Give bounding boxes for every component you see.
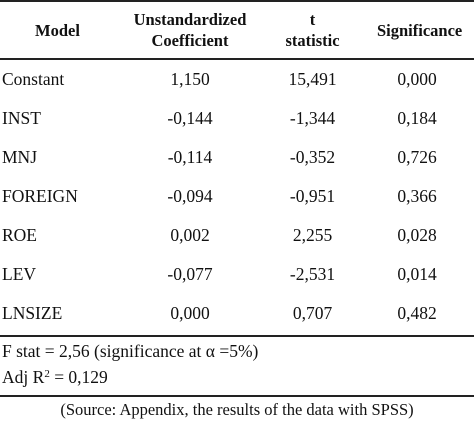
row-label: INST [2, 108, 41, 128]
t-statistic-cell: 2,255 [292, 225, 333, 245]
t-statistic-cell: 15,491 [288, 69, 337, 89]
table-top-rule [0, 0, 474, 2]
table-row: MNJ -0,114 -0,352 0,726 [0, 138, 474, 177]
table-header-rule [0, 58, 474, 60]
header-significance-label: Significance [377, 20, 463, 40]
header-significance: Significance [360, 2, 474, 58]
table-body-rule [0, 335, 474, 337]
header-coefficient-line2: Coefficient [151, 31, 229, 50]
t-statistic-cell: -0,951 [289, 186, 336, 206]
coefficient-cell: -0,094 [167, 186, 213, 206]
table-row: INST -0,144 -1,344 0,184 [0, 99, 474, 138]
t-statistic-cell: 0,707 [292, 303, 333, 323]
significance-cell: 0,726 [397, 147, 437, 167]
table-header: Model Unstandardized Coefficient t stati… [0, 2, 474, 58]
coefficient-cell: 0,002 [170, 225, 210, 245]
significance-cell: 0,000 [397, 69, 437, 89]
adj-r2-value: = 0,129 [49, 367, 108, 387]
header-model: Model [0, 2, 115, 58]
t-statistic-cell: -2,531 [289, 264, 336, 284]
header-unstandardized-coefficient: Unstandardized Coefficient [115, 2, 265, 58]
table-body: Constant 1,150 15,491 0,000 INST -0,144 … [0, 60, 474, 333]
adj-r2-prefix: Adj R [2, 367, 45, 387]
row-label: LEV [2, 264, 37, 284]
t-statistic-cell: -1,344 [289, 108, 336, 128]
coefficient-cell: 0,000 [170, 303, 210, 323]
coefficient-cell: -0,144 [167, 108, 213, 128]
coefficient-cell: 1,150 [170, 69, 210, 89]
coefficient-cell: -0,077 [167, 264, 213, 284]
notes-rule [0, 395, 474, 397]
table-row: LNSIZE 0,000 0,707 0,482 [0, 294, 474, 333]
header-model-label: Model [35, 20, 80, 40]
table-row: FOREIGN -0,094 -0,951 0,366 [0, 177, 474, 216]
significance-cell: 0,028 [397, 225, 437, 245]
header-t-line1: t [309, 10, 316, 29]
significance-cell: 0,366 [397, 186, 437, 206]
row-label: FOREIGN [2, 186, 78, 206]
row-label: MNJ [2, 147, 38, 167]
table-row: LEV -0,077 -2,531 0,014 [0, 255, 474, 294]
f-stat-note: F stat = 2,56 (significance at α =5%) [2, 341, 259, 361]
adj-r2-note: Adj R2 = 0,129 [2, 364, 472, 390]
coefficient-cell: -0,114 [167, 147, 213, 167]
significance-cell: 0,014 [397, 264, 437, 284]
adj-r2-superscript: 2 [44, 368, 50, 380]
table-row: Constant 1,150 15,491 0,000 [0, 60, 474, 99]
row-label: Constant [2, 69, 65, 89]
header-t-statistic: t statistic [265, 2, 360, 58]
header-coefficient-line1: Unstandardized [133, 10, 247, 29]
source-caption: (Source: Appendix, the results of the da… [60, 400, 414, 419]
row-label: LNSIZE [2, 303, 63, 323]
table-notes: F stat = 2,56 (significance at α =5%) Ad… [2, 338, 472, 390]
table-row: ROE 0,002 2,255 0,028 [0, 216, 474, 255]
t-statistic-cell: -0,352 [289, 147, 336, 167]
significance-cell: 0,482 [397, 303, 437, 323]
row-label: ROE [2, 225, 37, 245]
header-t-line2: statistic [285, 31, 340, 50]
significance-cell: 0,184 [397, 108, 437, 128]
